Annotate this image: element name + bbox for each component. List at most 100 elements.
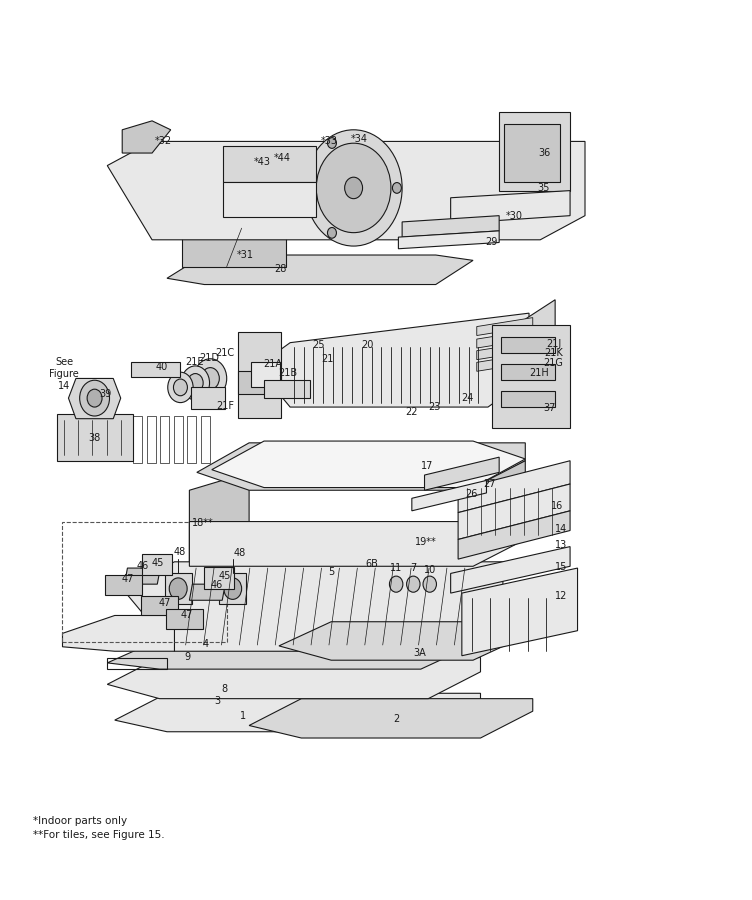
Text: *44: *44 xyxy=(274,153,291,164)
Text: 25: 25 xyxy=(312,340,325,350)
Text: 46: 46 xyxy=(211,580,223,590)
Text: 10: 10 xyxy=(423,565,436,575)
Polygon shape xyxy=(251,363,280,387)
Polygon shape xyxy=(197,443,526,491)
Text: 45: 45 xyxy=(218,572,231,581)
Polygon shape xyxy=(123,562,503,652)
Polygon shape xyxy=(499,112,570,191)
Polygon shape xyxy=(182,229,287,266)
Text: 23: 23 xyxy=(428,402,441,412)
Polygon shape xyxy=(425,457,499,490)
Bar xyxy=(502,338,555,354)
Text: 40: 40 xyxy=(156,362,168,372)
Polygon shape xyxy=(212,441,526,488)
Polygon shape xyxy=(123,121,171,153)
Polygon shape xyxy=(108,640,473,669)
Text: 7: 7 xyxy=(410,563,417,573)
Text: 22: 22 xyxy=(405,407,418,417)
Circle shape xyxy=(168,373,193,402)
Circle shape xyxy=(194,359,226,398)
Polygon shape xyxy=(105,575,142,595)
Polygon shape xyxy=(520,300,555,387)
Polygon shape xyxy=(190,584,225,600)
Text: See
Figure
14: See Figure 14 xyxy=(49,356,79,392)
Circle shape xyxy=(202,367,220,390)
Text: 5: 5 xyxy=(328,567,335,577)
Text: 21G: 21G xyxy=(544,358,563,368)
Polygon shape xyxy=(124,568,160,584)
Polygon shape xyxy=(279,622,526,661)
Text: 21C: 21C xyxy=(216,348,235,358)
Polygon shape xyxy=(399,231,499,248)
Polygon shape xyxy=(492,325,570,428)
Text: 39: 39 xyxy=(100,389,112,399)
Text: 48: 48 xyxy=(174,547,186,557)
Text: 36: 36 xyxy=(538,148,550,158)
Text: 45: 45 xyxy=(152,558,164,568)
Polygon shape xyxy=(256,313,529,407)
Polygon shape xyxy=(520,327,555,372)
Text: 21B: 21B xyxy=(278,368,298,378)
Polygon shape xyxy=(264,380,311,398)
Text: 21K: 21K xyxy=(544,348,563,358)
Circle shape xyxy=(87,389,102,407)
Text: 4: 4 xyxy=(203,639,209,649)
Polygon shape xyxy=(473,461,526,562)
Text: *32: *32 xyxy=(155,137,171,147)
Polygon shape xyxy=(68,378,121,419)
Polygon shape xyxy=(191,387,225,409)
Circle shape xyxy=(174,379,187,396)
Text: 21: 21 xyxy=(321,354,334,364)
Polygon shape xyxy=(108,141,585,239)
Text: 47: 47 xyxy=(181,609,193,619)
Circle shape xyxy=(305,130,402,246)
Text: 21H: 21H xyxy=(529,368,549,378)
Text: 9: 9 xyxy=(184,652,190,662)
Polygon shape xyxy=(458,461,570,513)
Polygon shape xyxy=(458,484,570,539)
Text: 47: 47 xyxy=(121,574,134,584)
Circle shape xyxy=(224,578,241,599)
Text: *31: *31 xyxy=(237,250,254,260)
Text: 21E: 21E xyxy=(185,357,204,367)
Polygon shape xyxy=(220,573,246,604)
Text: **For tiles, see Figure 15.: **For tiles, see Figure 15. xyxy=(32,830,164,840)
Polygon shape xyxy=(402,216,499,237)
Text: 26: 26 xyxy=(465,489,478,499)
Polygon shape xyxy=(165,609,203,629)
Polygon shape xyxy=(238,372,281,393)
Circle shape xyxy=(344,177,362,199)
Text: 24: 24 xyxy=(461,393,473,403)
Polygon shape xyxy=(450,191,570,224)
Text: 8: 8 xyxy=(221,684,228,694)
Text: 48: 48 xyxy=(233,548,245,558)
Polygon shape xyxy=(165,573,192,604)
Text: 3A: 3A xyxy=(413,648,426,658)
Text: 19**: 19** xyxy=(415,537,437,547)
Text: 46: 46 xyxy=(136,562,148,572)
Polygon shape xyxy=(477,318,532,336)
Text: 21A: 21A xyxy=(263,359,283,369)
Text: 28: 28 xyxy=(274,265,287,274)
Polygon shape xyxy=(412,481,487,511)
Text: 6B: 6B xyxy=(365,560,379,570)
Polygon shape xyxy=(131,363,180,377)
Polygon shape xyxy=(108,658,481,698)
Text: 29: 29 xyxy=(486,238,498,248)
Text: 47: 47 xyxy=(159,598,171,608)
Circle shape xyxy=(187,374,203,392)
Text: 35: 35 xyxy=(538,183,550,193)
Text: 17: 17 xyxy=(420,461,433,471)
Circle shape xyxy=(169,578,187,599)
Circle shape xyxy=(390,576,403,592)
Bar xyxy=(502,364,555,380)
Circle shape xyxy=(80,380,110,416)
Circle shape xyxy=(181,366,210,400)
Polygon shape xyxy=(142,554,172,575)
Text: 37: 37 xyxy=(544,403,556,413)
Text: 13: 13 xyxy=(555,540,567,550)
Text: 20: 20 xyxy=(361,340,373,350)
Circle shape xyxy=(423,576,436,592)
Text: 11: 11 xyxy=(390,563,402,573)
Polygon shape xyxy=(115,693,481,732)
